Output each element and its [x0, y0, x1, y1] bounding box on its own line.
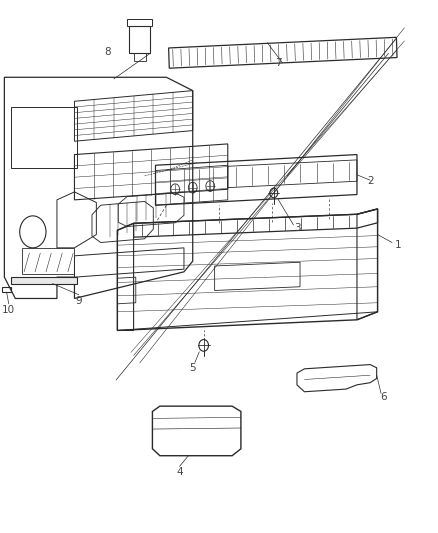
Text: 1: 1	[394, 240, 401, 250]
Text: 5: 5	[189, 363, 196, 373]
Text: 9: 9	[75, 296, 82, 305]
Text: 8: 8	[104, 47, 111, 56]
Text: 2: 2	[367, 176, 374, 186]
Text: 7: 7	[275, 58, 282, 68]
Text: 6: 6	[380, 392, 387, 402]
Polygon shape	[11, 277, 77, 284]
Text: 4: 4	[176, 467, 183, 477]
Text: 3: 3	[294, 223, 301, 233]
Text: 10: 10	[2, 305, 15, 315]
